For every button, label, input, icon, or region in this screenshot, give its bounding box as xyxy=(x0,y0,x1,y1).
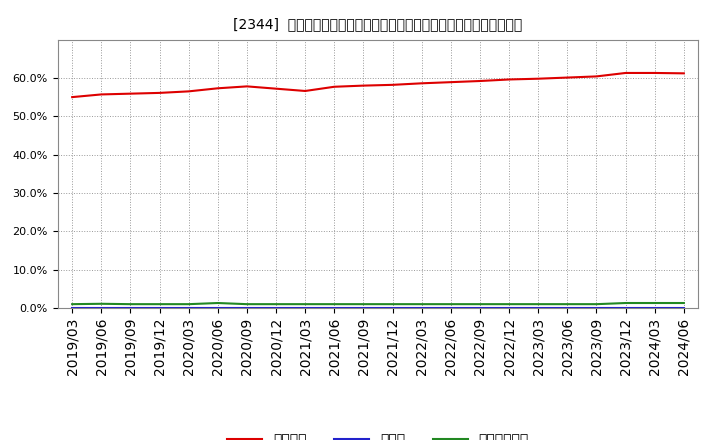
のれん xyxy=(301,305,310,311)
繰延税金資産 xyxy=(330,301,338,307)
のれん xyxy=(446,305,455,311)
のれん xyxy=(330,305,338,311)
のれん xyxy=(184,305,193,311)
自己資本 xyxy=(330,84,338,89)
自己資本 xyxy=(243,84,251,89)
繰延税金資産 xyxy=(680,301,688,306)
繰延税金資産 xyxy=(592,301,600,307)
自己資本 xyxy=(505,77,513,82)
のれん xyxy=(97,305,106,311)
自己資本 xyxy=(592,74,600,79)
繰延税金資産 xyxy=(301,301,310,307)
のれん xyxy=(271,305,280,311)
のれん xyxy=(476,305,485,311)
繰延税金資産 xyxy=(271,301,280,307)
自己資本 xyxy=(184,89,193,94)
自己資本 xyxy=(213,86,222,91)
自己資本 xyxy=(680,71,688,76)
繰延税金資産 xyxy=(505,301,513,307)
自己資本 xyxy=(563,75,572,80)
自己資本 xyxy=(359,83,368,88)
Legend: 自己資本, のれん, 繰延税金資産: 自己資本, のれん, 繰延税金資産 xyxy=(222,428,534,440)
自己資本 xyxy=(446,80,455,85)
繰延税金資産 xyxy=(213,301,222,306)
のれん xyxy=(592,305,600,311)
のれん xyxy=(418,305,426,311)
のれん xyxy=(680,305,688,311)
のれん xyxy=(359,305,368,311)
繰延税金資産 xyxy=(476,301,485,307)
繰延税金資産 xyxy=(388,301,397,307)
のれん xyxy=(213,305,222,311)
繰延税金資産 xyxy=(156,301,164,307)
繰延税金資産 xyxy=(97,301,106,306)
自己資本 xyxy=(271,86,280,92)
のれん xyxy=(534,305,543,311)
のれん xyxy=(156,305,164,311)
繰延税金資産 xyxy=(243,301,251,307)
自己資本 xyxy=(621,70,630,76)
のれん xyxy=(563,305,572,311)
のれん xyxy=(505,305,513,311)
繰延税金資産 xyxy=(418,301,426,307)
自己資本 xyxy=(301,88,310,94)
自己資本 xyxy=(68,95,76,100)
のれん xyxy=(388,305,397,311)
自己資本 xyxy=(650,70,659,76)
繰延税金資産 xyxy=(126,301,135,307)
自己資本 xyxy=(534,76,543,81)
繰延税金資産 xyxy=(563,301,572,307)
自己資本 xyxy=(126,91,135,96)
自己資本 xyxy=(97,92,106,97)
のれん xyxy=(68,305,76,311)
繰延税金資産 xyxy=(534,301,543,307)
自己資本 xyxy=(418,81,426,86)
のれん xyxy=(243,305,251,311)
のれん xyxy=(621,305,630,311)
Line: 繰延税金資産: 繰延税金資産 xyxy=(72,303,684,304)
Line: 自己資本: 自己資本 xyxy=(72,73,684,97)
繰延税金資産 xyxy=(359,301,368,307)
繰延税金資産 xyxy=(184,301,193,307)
繰延税金資産 xyxy=(446,301,455,307)
繰延税金資産 xyxy=(68,301,76,307)
自己資本 xyxy=(388,82,397,88)
繰延税金資産 xyxy=(650,301,659,306)
のれん xyxy=(650,305,659,311)
Title: [2344]  自己資本、のれん、繰延税金資産の総資産に対する比率の推移: [2344] 自己資本、のれん、繰延税金資産の総資産に対する比率の推移 xyxy=(233,18,523,32)
自己資本 xyxy=(476,78,485,84)
繰延税金資産 xyxy=(621,301,630,306)
のれん xyxy=(126,305,135,311)
自己資本 xyxy=(156,90,164,95)
